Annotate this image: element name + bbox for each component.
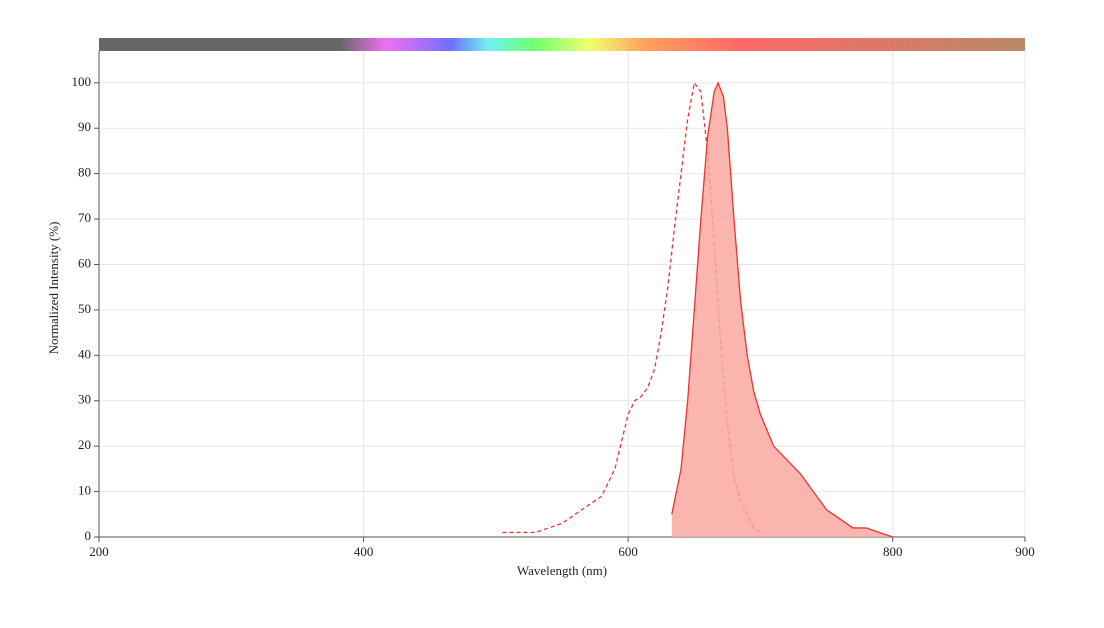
area [671,82,893,537]
y-tick-label: 0 [85,528,92,543]
y-tick-label: 40 [78,346,91,361]
x-tick-label: 900 [1015,544,1035,559]
x-axis-label: Wavelength (nm) [517,563,607,578]
y-tick-label: 70 [78,210,91,225]
y-tick-label: 90 [78,119,91,134]
y-tick-label: 30 [78,392,91,407]
x-tick-label: 600 [618,544,638,559]
y-tick-label: 20 [78,437,91,452]
y-tick-label: 10 [78,483,91,498]
y-tick-label: 80 [78,165,91,180]
line [502,81,761,534]
spectrum-bar [99,38,1025,51]
x-tick-label: 800 [883,544,903,559]
y-tick-label: 60 [78,255,91,270]
x-tick-label: 200 [89,544,109,559]
line [671,81,893,538]
y-axis-label: Normalized Intensity (%) [46,222,61,355]
y-tick-label: 50 [78,301,91,316]
y-tick-label: 100 [72,74,92,89]
x-tick-label: 400 [354,544,374,559]
